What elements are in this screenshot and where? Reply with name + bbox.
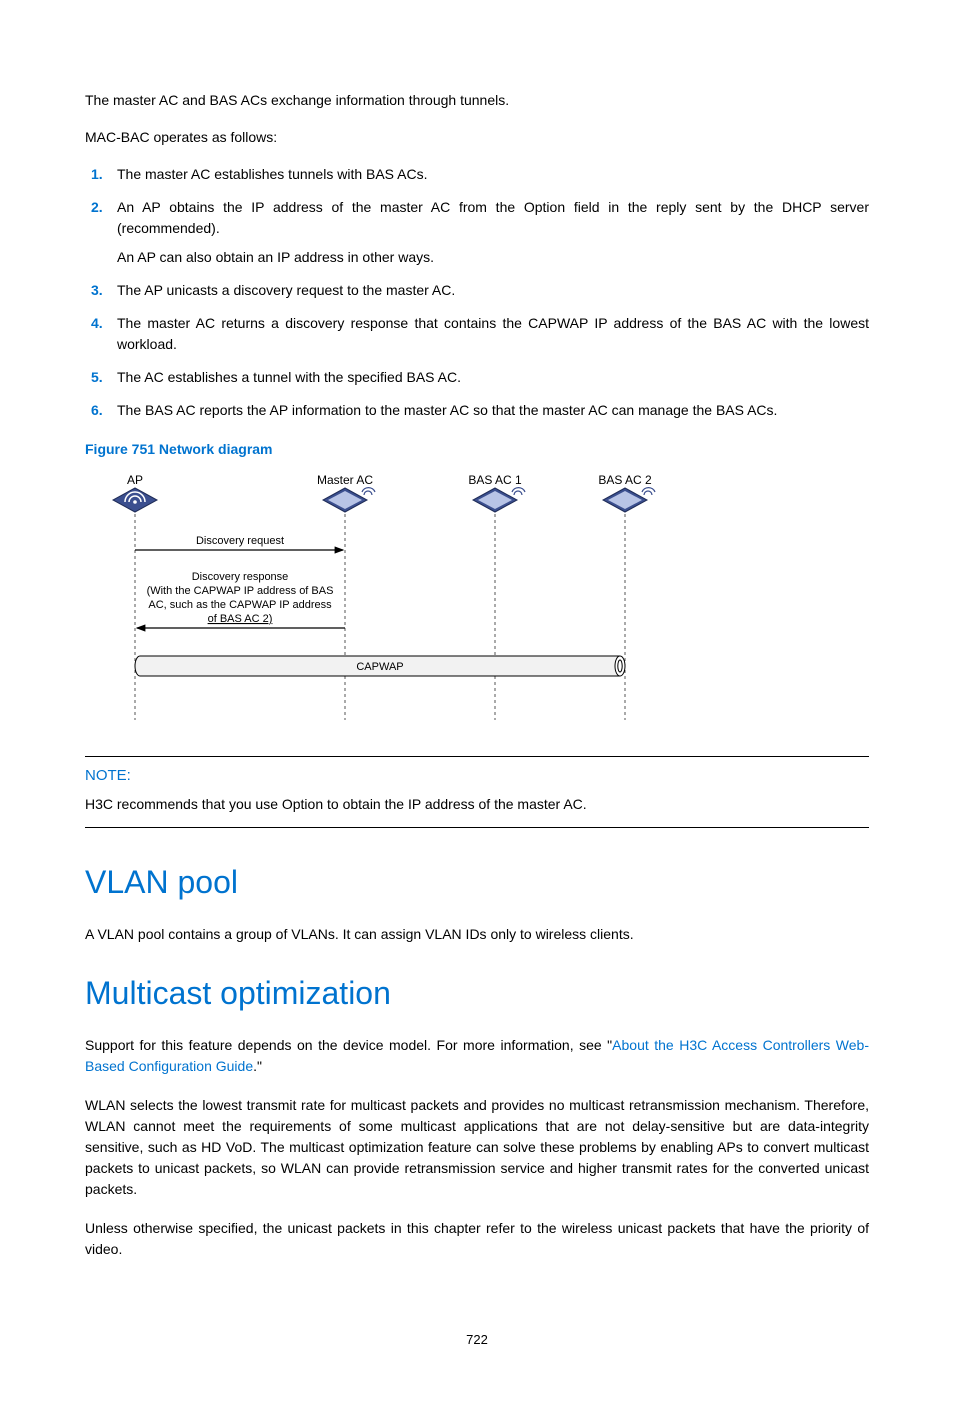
step-6: 6. The BAS AC reports the AP information… [85,400,869,421]
step-number: 4. [85,313,117,355]
diagram-discovery-request: Discovery request [196,535,284,547]
figure-caption: Figure 751 Network diagram [85,439,869,460]
step-2: 2. An AP obtains the IP address of the m… [85,197,869,268]
step-text: The BAS AC reports the AP information to… [117,400,869,421]
diagram-resp-line0: Discovery response [192,571,289,583]
diagram-resp-line1: (With the CAPWAP IP address of BAS [147,585,334,597]
mcast-p1-before: Support for this feature depends on the … [85,1037,612,1053]
diagram-label-master: Master AC [317,473,373,487]
diagram-label-bas2: BAS AC 2 [598,473,652,487]
step-1: 1. The master AC establishes tunnels wit… [85,164,869,185]
step-main-text: An AP obtains the IP address of the mast… [117,199,869,236]
step-number: 1. [85,164,117,185]
capwap-tunnel: CAPWAP [135,656,625,676]
capwap-label: CAPWAP [356,661,403,673]
mcast-paragraph-2: WLAN selects the lowest transmit rate fo… [85,1095,869,1200]
vlan-paragraph: A VLAN pool contains a group of VLANs. I… [85,924,869,945]
step-4: 4. The master AC returns a discovery res… [85,313,869,355]
intro-paragraph-1: The master AC and BAS ACs exchange infor… [85,90,869,111]
bas-ac1-icon [473,488,525,512]
mcast-p1-after: ." [253,1058,262,1074]
diagram-resp-line2: AC, such as the CAPWAP IP address [148,599,332,611]
ap-icon [113,488,157,512]
heading-multicast: Multicast optimization [85,969,869,1017]
step-sub-text: An AP can also obtain an IP address in o… [117,247,869,268]
step-text: The master AC establishes tunnels with B… [117,164,869,185]
note-text: H3C recommends that you use Option to ob… [85,794,869,815]
step-number: 3. [85,280,117,301]
step-text: The master AC returns a discovery respon… [117,313,869,355]
step-text: The AC establishes a tunnel with the spe… [117,367,869,388]
master-ac-icon [323,488,375,512]
note-label: NOTE: [85,765,869,788]
mcast-paragraph-1: Support for this feature depends on the … [85,1035,869,1077]
step-number: 5. [85,367,117,388]
diagram-label-ap: AP [127,473,143,487]
bas-ac2-icon [603,488,655,512]
page-number: 722 [85,1330,869,1350]
network-diagram: AP Master AC BAS AC 1 BAS AC 2 Discovery… [85,470,869,736]
step-5: 5. The AC establishes a tunnel with the … [85,367,869,388]
diagram-label-bas1: BAS AC 1 [468,473,522,487]
step-3: 3. The AP unicasts a discovery request t… [85,280,869,301]
step-text: The AP unicasts a discovery request to t… [117,280,869,301]
heading-vlan-pool: VLAN pool [85,858,869,906]
step-number: 2. [85,197,117,268]
mcast-paragraph-3: Unless otherwise specified, the unicast … [85,1218,869,1260]
diagram-resp-line3: of BAS AC 2) [208,613,273,625]
step-text: An AP obtains the IP address of the mast… [117,197,869,268]
intro-paragraph-2: MAC-BAC operates as follows: [85,127,869,148]
steps-list: 1. The master AC establishes tunnels wit… [85,164,869,421]
step-number: 6. [85,400,117,421]
note-box: NOTE: H3C recommends that you use Option… [85,756,869,828]
